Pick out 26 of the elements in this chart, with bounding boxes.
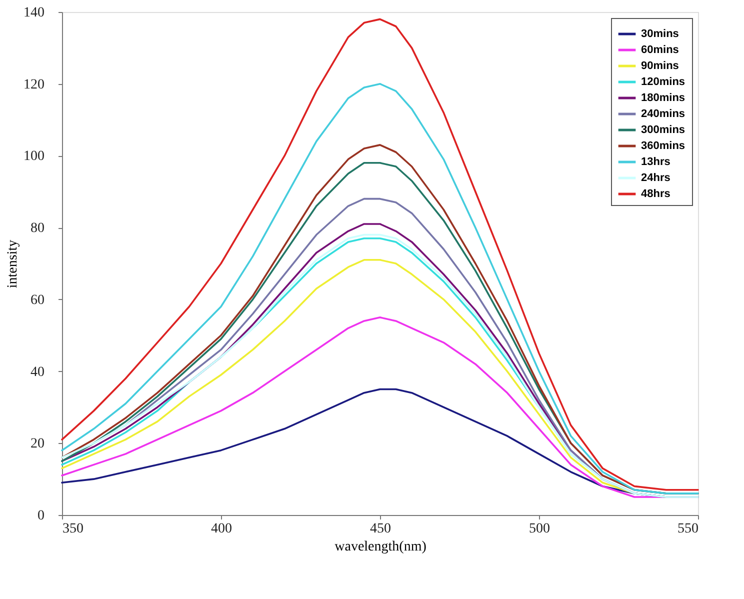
y-axis-title: intensity — [6, 240, 20, 288]
y-tick-label: 140 — [24, 6, 44, 20]
y-tick-label: 80 — [30, 221, 44, 236]
legend-label: 60mins — [641, 44, 679, 56]
legend-label: 360mins — [641, 140, 686, 152]
legend-label: 13hrs — [641, 156, 670, 168]
x-tick-label: 550 — [678, 522, 698, 536]
y-tick-label: 60 — [30, 292, 44, 308]
x-tick-label: 350 — [62, 522, 84, 536]
legend-label: 24hrs — [641, 172, 670, 184]
x-tick-label: 450 — [370, 522, 391, 536]
y-tick-label: 20 — [30, 436, 44, 452]
y-tick-label: 100 — [24, 149, 44, 164]
y-tick-label: 120 — [24, 77, 44, 92]
x-tick-label: 500 — [529, 522, 550, 536]
legend-label: 120mins — [641, 76, 686, 88]
x-axis-title: wavelength(nm) — [334, 540, 427, 554]
legend-label: 300mins — [641, 124, 686, 136]
legend-label: 180mins — [641, 92, 686, 104]
legend-label: 90mins — [641, 60, 679, 72]
x-tick-label: 400 — [211, 522, 232, 536]
y-tick-label: 0 — [38, 508, 44, 524]
legend-label: 48hrs — [641, 188, 670, 200]
y-tick-label: 40 — [30, 364, 44, 380]
legend-label: 30mins — [641, 28, 679, 40]
legend-label: 240mins — [641, 108, 686, 120]
